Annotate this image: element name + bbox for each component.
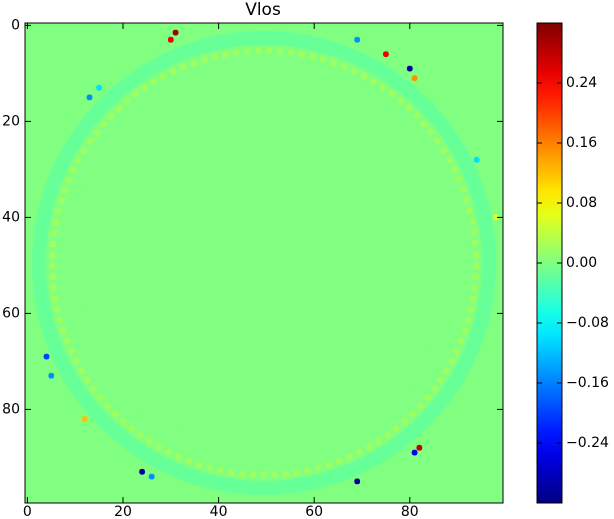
x-tick-label: 20 [114, 504, 132, 519]
colorbar-tick-label: −0.16 [566, 375, 609, 391]
plot-frame [24, 22, 504, 504]
y-tick-label: 0 [11, 17, 20, 33]
colorbar-tick-label: 0.08 [566, 195, 597, 211]
heat-cell [354, 36, 361, 43]
heat-cell [354, 478, 361, 485]
colorbar-tick-label: −0.08 [566, 315, 609, 331]
heat-cell [167, 36, 174, 43]
heat-cell [172, 29, 179, 36]
heat-cell [406, 65, 413, 72]
heat-cell [96, 84, 102, 91]
x-tick-label: 80 [401, 504, 419, 519]
colorbar-tick-label: 0.00 [566, 255, 597, 271]
heat-cell [492, 214, 499, 221]
colorbar-tick-label: 0.16 [566, 135, 597, 151]
y-tick-label: 20 [2, 113, 20, 129]
heat-cell [416, 444, 423, 451]
ring-texture [49, 48, 479, 478]
colorbar-tick-label: −0.24 [566, 435, 609, 451]
heat-cell [411, 75, 418, 82]
heat-cell [81, 416, 88, 422]
heat-cell [473, 156, 480, 163]
chart-title: Vlos [245, 0, 281, 20]
heat-cell [383, 51, 389, 58]
x-tick-label: 0 [23, 504, 32, 519]
heat-cell [48, 372, 55, 379]
y-tick-label: 80 [2, 401, 20, 417]
inner-texture [73, 72, 455, 454]
ring-texture [32, 31, 496, 495]
plot-background [25, 23, 503, 503]
heat-cell [86, 94, 93, 101]
heat-cell [411, 449, 418, 456]
heat-cell [148, 473, 155, 480]
colorbar-tick-label: 0.24 [566, 75, 597, 91]
heat-cell [139, 468, 145, 475]
heat-cell [43, 353, 50, 360]
y-tick-label: 60 [2, 305, 20, 321]
x-tick-label: 60 [305, 504, 323, 519]
x-tick-label: 40 [210, 504, 228, 519]
y-tick-label: 40 [2, 209, 20, 225]
